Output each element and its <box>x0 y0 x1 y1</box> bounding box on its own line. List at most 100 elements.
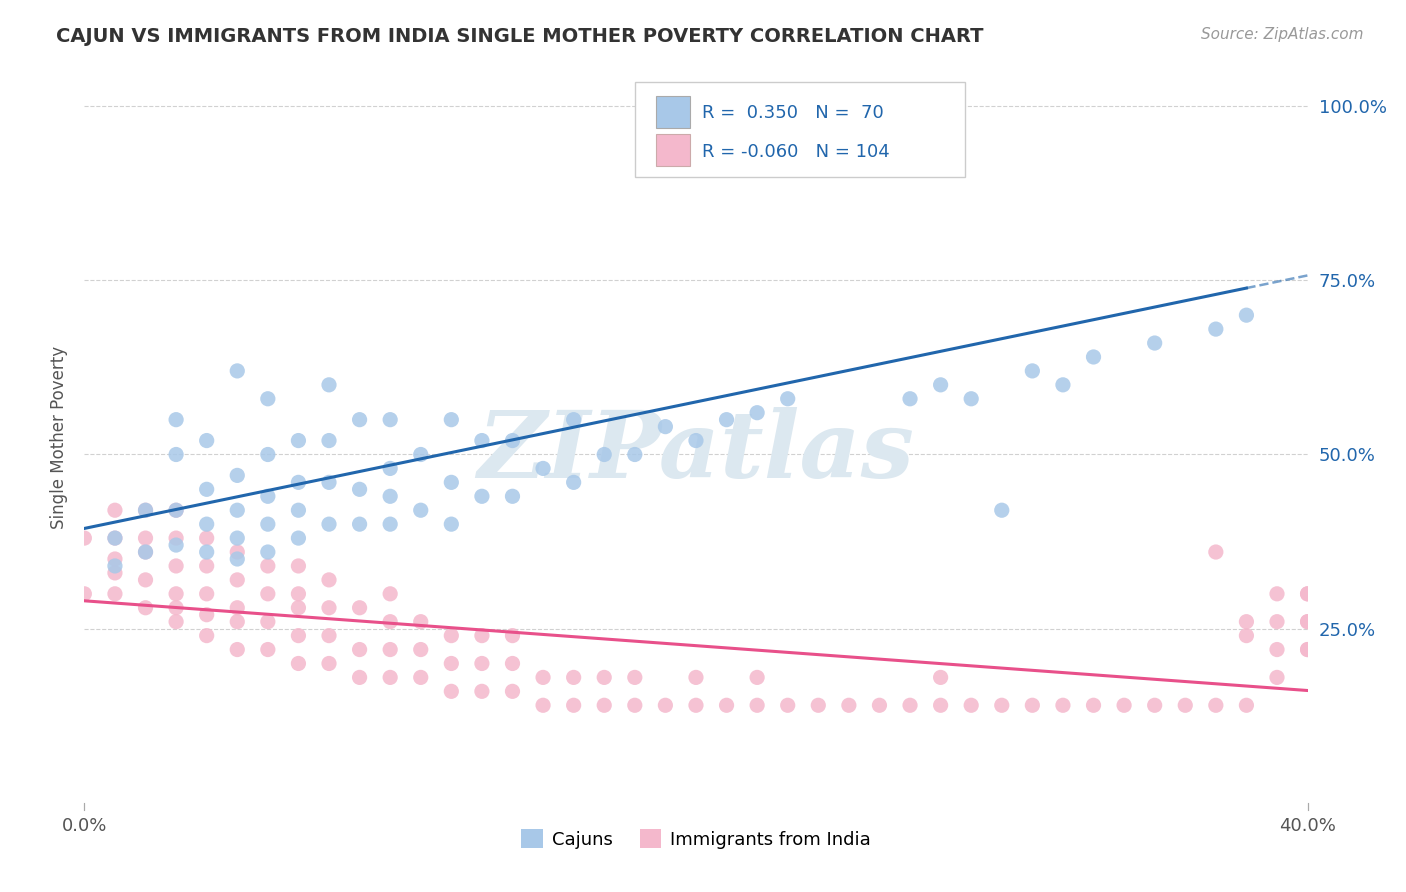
Immigrants from India <box>135 531 157 545</box>
Immigrants from India <box>1236 615 1258 629</box>
Immigrants from India <box>257 615 280 629</box>
Cajuns <box>195 545 218 559</box>
Cajuns <box>257 545 280 559</box>
Cajuns <box>195 483 218 497</box>
Cajuns <box>349 412 371 426</box>
Text: R = -0.060   N = 104: R = -0.060 N = 104 <box>702 143 890 161</box>
Cajuns <box>960 392 983 406</box>
Y-axis label: Single Mother Poverty: Single Mother Poverty <box>51 345 69 529</box>
Immigrants from India <box>135 545 157 559</box>
Text: CAJUN VS IMMIGRANTS FROM INDIA SINGLE MOTHER POVERTY CORRELATION CHART: CAJUN VS IMMIGRANTS FROM INDIA SINGLE MO… <box>56 27 984 45</box>
Immigrants from India <box>409 615 432 629</box>
Cajuns <box>898 392 921 406</box>
Cajuns <box>195 517 218 532</box>
Immigrants from India <box>287 558 309 573</box>
Immigrants from India <box>380 670 402 684</box>
Immigrants from India <box>1114 698 1136 713</box>
Cajuns <box>195 434 218 448</box>
Immigrants from India <box>165 600 187 615</box>
Immigrants from India <box>287 629 309 643</box>
Immigrants from India <box>318 573 340 587</box>
Cajuns <box>165 503 187 517</box>
Cajuns <box>226 552 249 566</box>
Cajuns <box>318 434 340 448</box>
Immigrants from India <box>929 670 952 684</box>
Immigrants from India <box>165 615 187 629</box>
Immigrants from India <box>1296 615 1319 629</box>
Immigrants from India <box>135 503 157 517</box>
Immigrants from India <box>1236 698 1258 713</box>
Immigrants from India <box>685 698 707 713</box>
Cajuns <box>409 448 432 462</box>
Cajuns <box>1236 308 1258 322</box>
Immigrants from India <box>226 600 249 615</box>
Cajuns <box>380 517 402 532</box>
Immigrants from India <box>257 558 280 573</box>
Immigrants from India <box>195 607 218 622</box>
FancyBboxPatch shape <box>636 82 965 178</box>
Immigrants from India <box>257 587 280 601</box>
Immigrants from India <box>562 670 585 684</box>
Immigrants from India <box>1265 642 1288 657</box>
Immigrants from India <box>624 670 647 684</box>
Immigrants from India <box>531 698 554 713</box>
Immigrants from India <box>165 558 187 573</box>
Cajuns <box>471 434 494 448</box>
Cajuns <box>409 503 432 517</box>
Text: Source: ZipAtlas.com: Source: ZipAtlas.com <box>1201 27 1364 42</box>
Immigrants from India <box>165 531 187 545</box>
Immigrants from India <box>226 573 249 587</box>
Immigrants from India <box>1205 698 1227 713</box>
Immigrants from India <box>104 587 127 601</box>
Immigrants from India <box>1296 615 1319 629</box>
Immigrants from India <box>135 600 157 615</box>
Immigrants from India <box>593 670 616 684</box>
Immigrants from India <box>776 698 799 713</box>
Immigrants from India <box>1083 698 1105 713</box>
Cajuns <box>287 531 309 545</box>
Cajuns <box>807 134 830 148</box>
Immigrants from India <box>531 670 554 684</box>
Cajuns <box>135 545 157 559</box>
Immigrants from India <box>104 531 127 545</box>
Cajuns <box>257 517 280 532</box>
Immigrants from India <box>1296 642 1319 657</box>
Cajuns <box>165 448 187 462</box>
Cajuns <box>1083 350 1105 364</box>
Immigrants from India <box>257 642 280 657</box>
Immigrants from India <box>380 587 402 601</box>
Cajuns <box>104 558 127 573</box>
FancyBboxPatch shape <box>655 135 690 167</box>
Cajuns <box>838 106 860 120</box>
Cajuns <box>1143 336 1166 351</box>
Text: ZIPatlas: ZIPatlas <box>478 407 914 497</box>
Immigrants from India <box>1052 698 1074 713</box>
Cajuns <box>776 392 799 406</box>
Cajuns <box>869 127 891 141</box>
Cajuns <box>929 377 952 392</box>
Immigrants from India <box>502 684 524 698</box>
Cajuns <box>838 120 860 134</box>
Cajuns <box>318 517 340 532</box>
Cajuns <box>716 412 738 426</box>
Immigrants from India <box>287 600 309 615</box>
Immigrants from India <box>1143 698 1166 713</box>
Immigrants from India <box>349 600 371 615</box>
Cajuns <box>226 531 249 545</box>
Immigrants from India <box>318 657 340 671</box>
Cajuns <box>747 406 769 420</box>
Cajuns <box>257 489 280 503</box>
Immigrants from India <box>165 587 187 601</box>
Cajuns <box>471 489 494 503</box>
Immigrants from India <box>318 600 340 615</box>
Legend: Cajuns, Immigrants from India: Cajuns, Immigrants from India <box>513 822 879 856</box>
Immigrants from India <box>471 684 494 698</box>
Cajuns <box>380 461 402 475</box>
Cajuns <box>257 392 280 406</box>
Immigrants from India <box>440 629 463 643</box>
Immigrants from India <box>165 503 187 517</box>
Immigrants from India <box>73 531 96 545</box>
Immigrants from India <box>593 698 616 713</box>
Cajuns <box>226 364 249 378</box>
Immigrants from India <box>380 642 402 657</box>
